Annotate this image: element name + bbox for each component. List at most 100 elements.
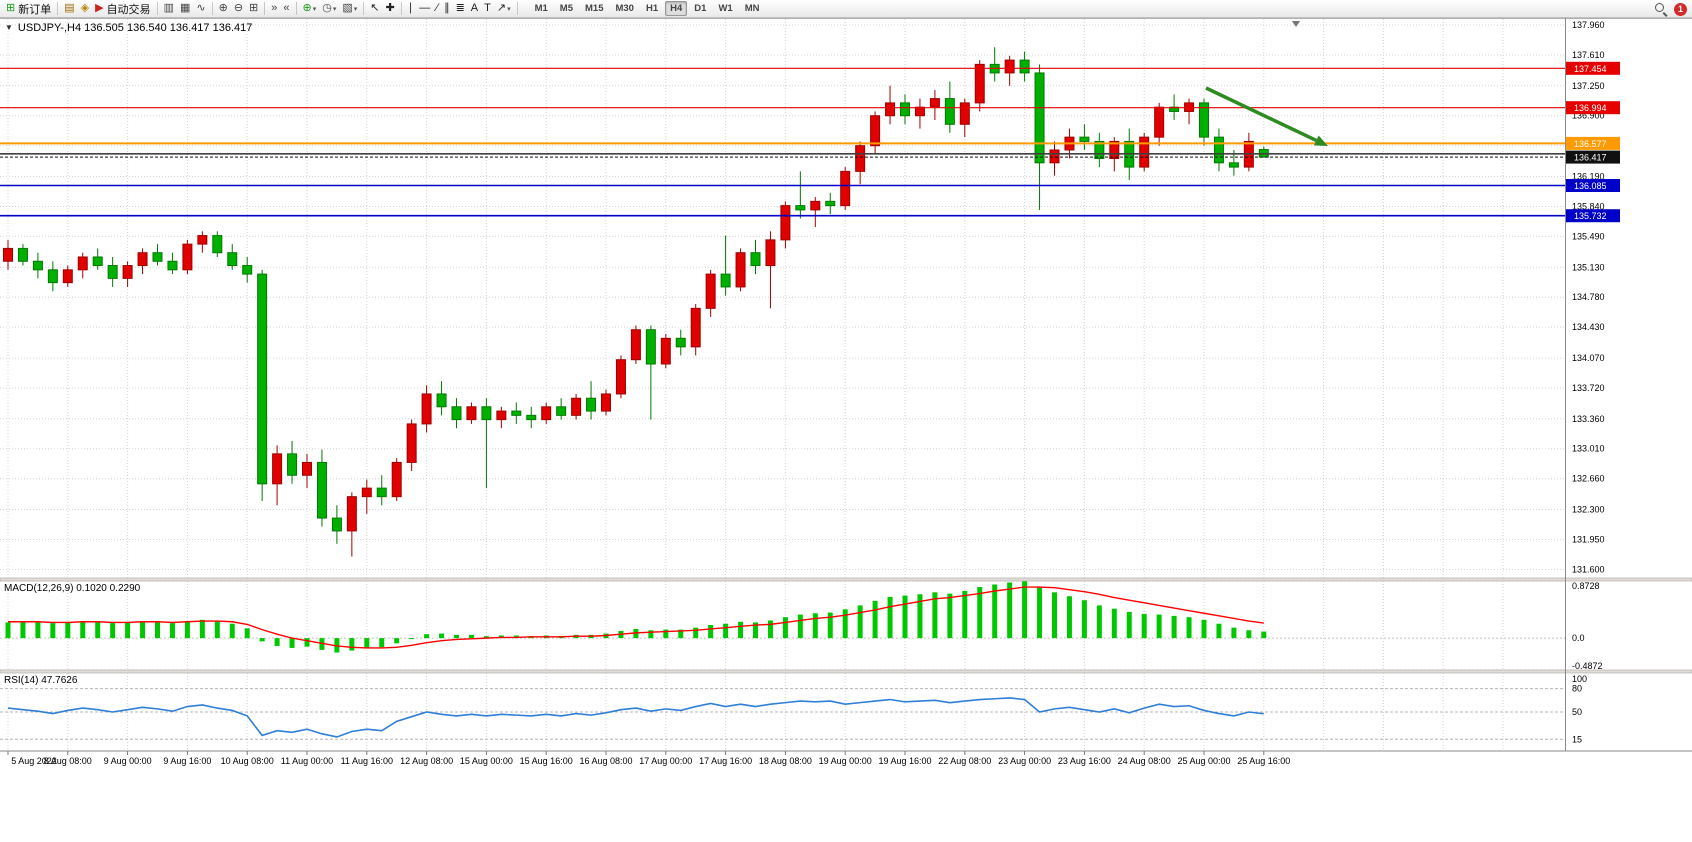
- macd-bar: [1096, 605, 1102, 639]
- channel-button[interactable]: ∥: [442, 1, 452, 17]
- timeframe-mn-button[interactable]: MN: [744, 3, 760, 14]
- candle-body: [526, 414, 537, 421]
- text-icon: A: [470, 2, 479, 14]
- annotations-layer[interactable]: [1205, 21, 1328, 146]
- label-button[interactable]: T: [482, 1, 493, 17]
- trendline-button[interactable]: ∕: [434, 1, 440, 17]
- candle-body: [705, 273, 716, 309]
- macd-bar: [349, 638, 355, 651]
- timeframe-w1-button[interactable]: W1: [718, 3, 733, 14]
- candle-body: [765, 239, 776, 267]
- svg-text:137.610: 137.610: [1572, 50, 1605, 60]
- periods-button[interactable]: ◷ ▾: [320, 1, 338, 17]
- macd-bar: [1037, 587, 1043, 639]
- notification-badge[interactable]: 1: [1674, 2, 1687, 16]
- macd-bar: [932, 592, 938, 639]
- candle-body: [122, 265, 133, 279]
- macd-bar: [1126, 611, 1132, 639]
- indicators-icon: ⊕: [302, 2, 312, 14]
- toolbar-separator: [363, 2, 365, 15]
- pane-separator[interactable]: [0, 577, 1692, 582]
- toolbar-separator: [295, 2, 297, 15]
- candle-body: [316, 461, 327, 519]
- auto-scroll-button[interactable]: »: [269, 1, 279, 17]
- fibonacci-icon: ≣: [455, 2, 465, 14]
- label-icon: T: [484, 2, 491, 14]
- autotrading-button[interactable]: ▶ 自动交易: [93, 1, 152, 17]
- macd-bar: [902, 595, 908, 639]
- macd-bar: [767, 620, 773, 639]
- macd-bar: [364, 638, 370, 648]
- timeframe-m30-button[interactable]: M30: [615, 3, 634, 14]
- macd-bar: [229, 623, 235, 639]
- svg-text:8 Aug 08:00: 8 Aug 08:00: [44, 756, 92, 766]
- candle-body: [959, 102, 970, 125]
- price-axis[interactable]: 137.960137.610137.250136.900136.550136.1…: [1566, 20, 1620, 744]
- macd-bar: [454, 634, 459, 639]
- candle-body: [451, 406, 462, 421]
- periods-icon: ◷: [322, 2, 332, 14]
- macd-bar: [5, 622, 11, 639]
- candlestick-icon: ▦: [179, 2, 191, 14]
- chart-shift-marker[interactable]: [1292, 21, 1300, 27]
- trendline-icon: ∕: [436, 2, 439, 14]
- timeframe-h1-button[interactable]: H1: [645, 3, 659, 14]
- zoom-out-button[interactable]: ⊖: [232, 1, 245, 17]
- trend-arrow[interactable]: [1205, 86, 1318, 142]
- bar-chart-button[interactable]: ▥: [162, 1, 176, 17]
- auto-scroll-icon: »: [271, 2, 278, 14]
- timeframe-h4-button[interactable]: H4: [665, 1, 688, 16]
- macd-bar: [708, 625, 714, 639]
- macd-bar: [1141, 613, 1147, 639]
- arrows-button[interactable]: ↗ ▾: [495, 1, 513, 17]
- new-order-icon: ⊞: [6, 2, 16, 14]
- candle-body: [137, 252, 148, 267]
- macd-bar: [259, 638, 265, 642]
- timeframe-m5-button[interactable]: M5: [559, 3, 573, 14]
- macd-bar: [1246, 630, 1252, 639]
- crosshair-button[interactable]: ✚: [384, 1, 397, 17]
- macd-bar: [80, 621, 86, 639]
- candle-body: [1004, 59, 1015, 74]
- toolbar-separator: [400, 2, 402, 15]
- indicators-button[interactable]: ⊕ ▾: [301, 1, 319, 17]
- candle-body: [1228, 162, 1239, 168]
- cursor-button[interactable]: ↖: [368, 1, 381, 17]
- vertical-line-button[interactable]: ∣: [406, 1, 416, 17]
- timeframe-m15-button[interactable]: M15: [585, 3, 604, 14]
- new-order-button[interactable]: ⊞ 新订单: [4, 1, 53, 17]
- timeframe-d1-button[interactable]: D1: [694, 3, 707, 14]
- price-tag-137.454: [1566, 61, 1620, 75]
- chart-canvas[interactable]: 137.960137.610137.250136.900136.550136.1…: [0, 18, 1692, 842]
- new-chart-button[interactable]: ▤: [62, 1, 76, 17]
- zoom-out-icon: ⊖: [233, 2, 244, 14]
- line-chart-button[interactable]: ∿: [194, 1, 207, 17]
- svg-text:132.660: 132.660: [1572, 474, 1605, 484]
- chart-shift-button[interactable]: «: [281, 1, 291, 17]
- svg-text:133.720: 133.720: [1572, 383, 1605, 393]
- candle-body: [182, 243, 193, 271]
- templates-button[interactable]: ▧ ▾: [340, 1, 359, 17]
- search-icon[interactable]: [1655, 3, 1667, 15]
- horizontal-line-button[interactable]: ―: [417, 1, 432, 17]
- fibonacci-button[interactable]: ≣: [454, 1, 467, 17]
- timeframe-m1-button[interactable]: M1: [534, 3, 548, 14]
- chevron-down-icon: ▾: [507, 5, 511, 13]
- candlestick-button[interactable]: ▦: [178, 1, 192, 17]
- new-chart-icon: ▤: [64, 2, 75, 14]
- metaeditor-button[interactable]: ◈: [79, 1, 91, 17]
- tile-windows-button[interactable]: ⊞: [247, 1, 260, 17]
- zoom-in-button[interactable]: ⊕: [217, 1, 230, 17]
- candle-body: [287, 453, 298, 476]
- zoom-in-icon: ⊕: [218, 2, 228, 14]
- one-click-trading-toggle[interactable]: ▼: [5, 23, 13, 32]
- candle-body: [586, 397, 597, 412]
- pane-separator[interactable]: [0, 669, 1692, 674]
- hlines-layer[interactable]: [0, 67, 1565, 217]
- svg-text:135.130: 135.130: [1572, 262, 1605, 272]
- svg-text:131.950: 131.950: [1572, 534, 1605, 544]
- candle-body: [212, 235, 223, 254]
- svg-text:25 Aug 16:00: 25 Aug 16:00: [1237, 756, 1290, 766]
- text-button[interactable]: A: [469, 1, 480, 17]
